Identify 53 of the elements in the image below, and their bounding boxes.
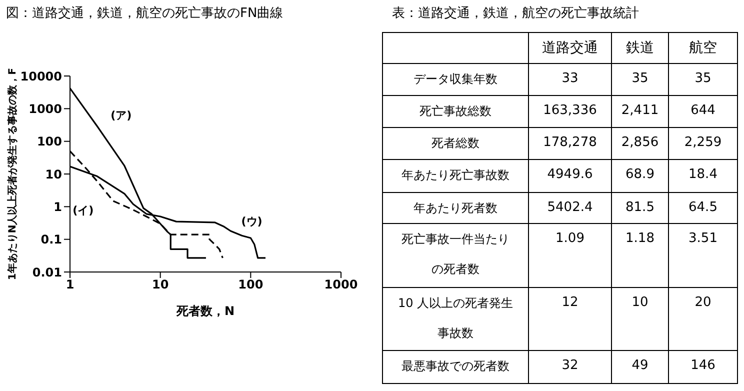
y-tick-label: 1 xyxy=(54,200,62,214)
y-tick-label: 0.01 xyxy=(32,265,62,280)
x-tick-label: 10 xyxy=(152,278,169,292)
y-axis-title: 1年あたりN人以上死者が発生する事故の数，F xyxy=(6,68,19,280)
category-label: データ収集年数 xyxy=(414,72,498,86)
text: 1.18 xyxy=(626,231,654,246)
y-tick-label: 10 xyxy=(45,167,62,182)
x-tick-label: 1 xyxy=(66,278,74,292)
text: 644 xyxy=(690,103,716,118)
category-label: 死亡事故総数 xyxy=(420,104,492,118)
text: 5402.4 xyxy=(547,200,593,215)
text: 64.5 xyxy=(688,200,718,215)
y-tick-label: 10000 xyxy=(20,69,62,84)
text: 35 xyxy=(694,71,712,86)
text: 146 xyxy=(690,358,716,373)
category-label: 死者総数 xyxy=(432,136,480,150)
text: 81.5 xyxy=(626,200,654,215)
x-axis-title: 死者数，N xyxy=(175,304,235,318)
text: 表：道路交通，鉄道，航空の死亡事故統計 xyxy=(392,5,639,22)
text: 20 xyxy=(694,295,712,310)
y-tick-label: 1000 xyxy=(28,102,62,116)
series-label: (イ) xyxy=(72,204,94,217)
category-label: 年あたり死者数 xyxy=(414,201,498,215)
text: 12 xyxy=(562,295,578,310)
text: 35 xyxy=(632,71,648,86)
series-label: (ア) xyxy=(110,109,132,122)
text: 2,411 xyxy=(621,103,659,118)
category-label: 10 人以上の死者発生事故数 xyxy=(398,296,514,340)
category-label: 死亡事故一件当たりの死者数 xyxy=(402,232,510,276)
category-label: 道路交通 xyxy=(528,32,612,64)
text: 18.4 xyxy=(688,167,718,182)
text: 2,856 xyxy=(621,135,659,150)
x-tick-label: 100 xyxy=(238,278,264,292)
chart-title: 図：道路交通，鉄道，航空の死亡事故のFN曲線 xyxy=(6,5,284,22)
category-label: 航空 xyxy=(668,32,738,64)
text: 178,278 xyxy=(543,135,597,150)
category-label: 年あたり死亡事故数 xyxy=(402,168,510,182)
text: 4949.6 xyxy=(547,167,593,182)
text: 3.51 xyxy=(688,231,718,246)
x-tick-label: 1000 xyxy=(324,278,358,292)
text: 68.9 xyxy=(626,167,654,182)
text: 163,336 xyxy=(543,103,597,118)
text: 49 xyxy=(632,358,648,373)
y-tick-label: 0.1 xyxy=(40,232,62,247)
text: 1.09 xyxy=(556,231,584,246)
category-label: 鉄道 xyxy=(612,32,668,64)
category-label: 最悪事故での死者数 xyxy=(402,359,510,373)
series-label: (ウ) xyxy=(241,214,262,228)
text: 2,259 xyxy=(684,135,722,150)
y-tick-label: 100 xyxy=(36,134,62,149)
text: 33 xyxy=(562,71,578,86)
text: 10 xyxy=(632,295,648,310)
text: 32 xyxy=(562,358,578,373)
